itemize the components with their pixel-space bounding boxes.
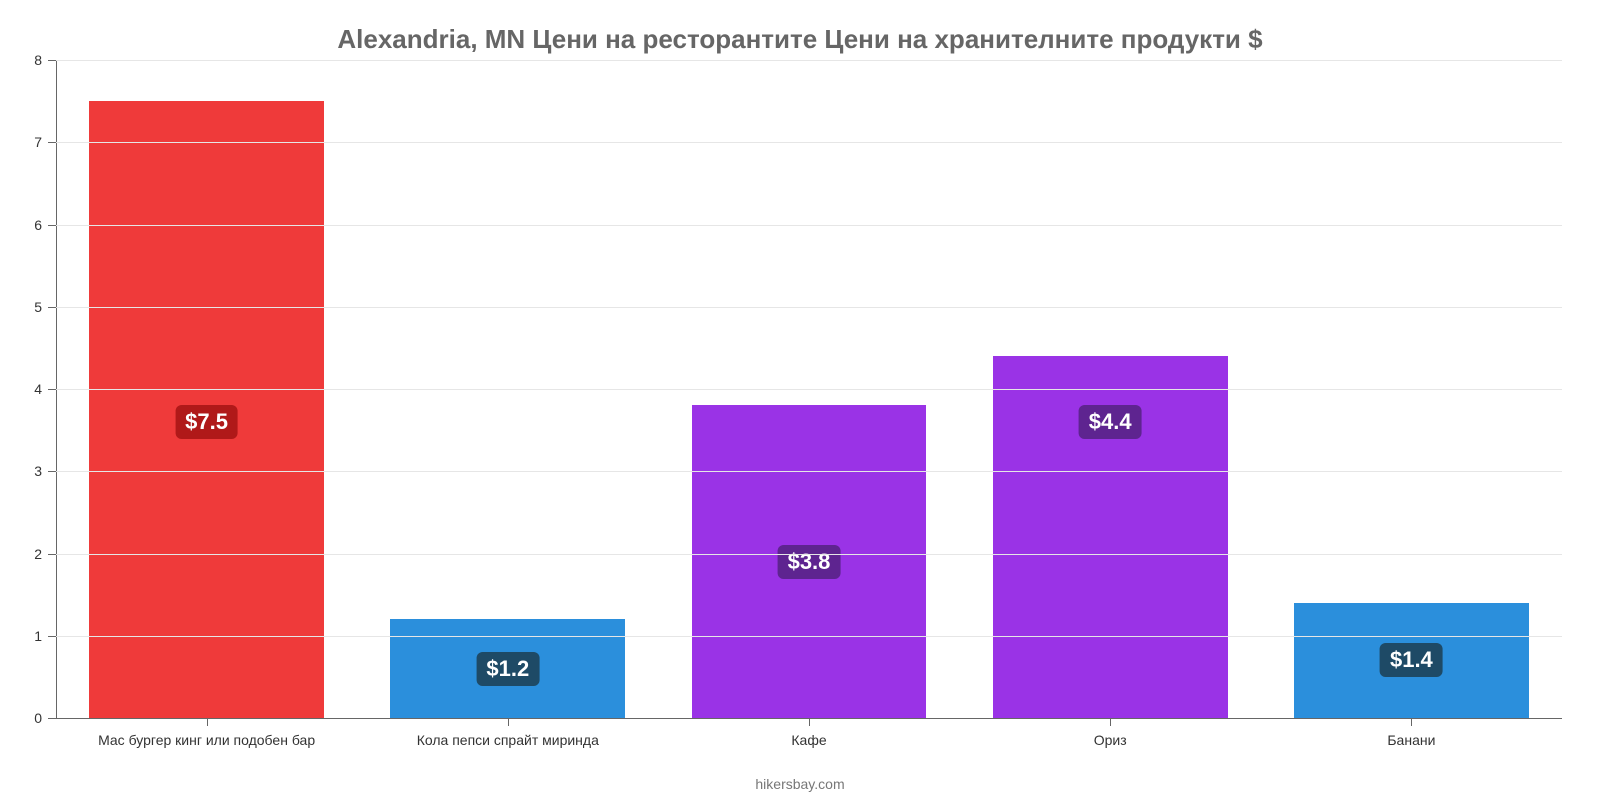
- y-axis-tick-label: 7: [18, 134, 42, 150]
- y-axis-tick-label: 8: [18, 52, 42, 68]
- x-axis-category-label: Банани: [1387, 732, 1435, 748]
- y-axis-tick-label: 6: [18, 217, 42, 233]
- price-bar-chart: Alexandria, MN Цени на ресторантите Цени…: [0, 0, 1600, 800]
- bar-value-label: $4.4: [1079, 405, 1142, 439]
- plot-area: $7.5$1.2$3.8$4.4$1.4 012345678Мас бургер…: [56, 60, 1562, 718]
- x-axis-category-label: Ориз: [1094, 732, 1127, 748]
- x-axis-category-label: Кафе: [791, 732, 826, 748]
- gridline: [56, 142, 1562, 143]
- y-tick: [48, 718, 56, 719]
- y-axis-tick-label: 3: [18, 463, 42, 479]
- y-axis-tick-label: 0: [18, 710, 42, 726]
- y-axis-tick-label: 2: [18, 546, 42, 562]
- bar-value-label: $7.5: [175, 405, 238, 439]
- chart-title: Alexandria, MN Цени на ресторантите Цени…: [40, 24, 1560, 55]
- y-axis-tick-label: 4: [18, 381, 42, 397]
- y-tick: [48, 636, 56, 637]
- gridline: [56, 389, 1562, 390]
- y-tick: [48, 471, 56, 472]
- x-tick: [207, 718, 208, 726]
- x-tick: [1411, 718, 1412, 726]
- gridline: [56, 636, 1562, 637]
- gridline: [56, 60, 1562, 61]
- bar-value-label: $3.8: [778, 545, 841, 579]
- y-axis-tick-label: 5: [18, 299, 42, 315]
- y-tick: [48, 554, 56, 555]
- bar-value-label: $1.4: [1380, 643, 1443, 677]
- bar-value-label: $1.2: [476, 652, 539, 686]
- y-tick: [48, 307, 56, 308]
- y-tick: [48, 60, 56, 61]
- x-axis-category-label: Кола пепси спрайт миринда: [417, 732, 599, 748]
- gridline: [56, 307, 1562, 308]
- chart-credit: hikersbay.com: [0, 776, 1600, 792]
- y-tick: [48, 389, 56, 390]
- x-axis-category-label: Мас бургер кинг или подобен бар: [98, 732, 315, 748]
- gridline: [56, 471, 1562, 472]
- x-tick: [809, 718, 810, 726]
- y-axis-tick-label: 1: [18, 628, 42, 644]
- y-tick: [48, 225, 56, 226]
- y-tick: [48, 142, 56, 143]
- x-tick: [1110, 718, 1111, 726]
- x-tick: [508, 718, 509, 726]
- gridline: [56, 554, 1562, 555]
- gridline: [56, 225, 1562, 226]
